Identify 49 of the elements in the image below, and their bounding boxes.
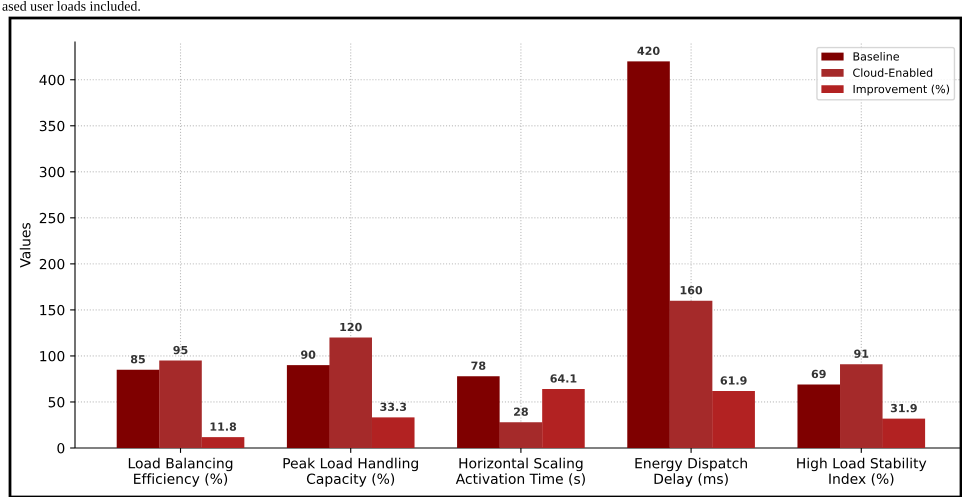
- data-label: 69: [812, 370, 826, 378]
- x-tick-label: Horizontal Scaling Activation Time (s): [456, 458, 585, 486]
- legend-label: Improvement (%): [854, 84, 950, 96]
- data-label: 11.8: [210, 422, 236, 431]
- bar: [627, 61, 670, 448]
- y-tick-label: 150: [40, 304, 64, 316]
- data-label: 420: [637, 46, 660, 56]
- y-tick-label: 100: [40, 350, 64, 362]
- x-tick-label: Energy Dispatch Delay (ms): [635, 458, 747, 487]
- bar: [882, 418, 926, 448]
- bar: [840, 364, 883, 448]
- data-label: 28: [514, 408, 528, 416]
- y-tick-label: 200: [40, 258, 64, 270]
- y-tick-label: 300: [40, 166, 64, 178]
- data-label: 33.3: [380, 402, 406, 412]
- y-tick-label: 50: [48, 396, 64, 408]
- bar: [797, 384, 840, 448]
- x-tick-label: Load Balancing Efficiency (%): [128, 458, 232, 487]
- bar: [542, 388, 585, 448]
- y-axis-title: Values: [20, 222, 31, 268]
- y-tick-label: 250: [40, 212, 64, 224]
- bar: [202, 437, 244, 448]
- data-label: 64.1: [550, 374, 576, 383]
- data-label: 91: [854, 350, 868, 358]
- bar: [372, 417, 415, 448]
- bar: [116, 370, 160, 448]
- x-tick-label: Peak Load Handling Capacity (%): [284, 458, 418, 487]
- bar: [286, 365, 330, 448]
- y-tick-label: 350: [40, 120, 64, 132]
- bar: [670, 300, 712, 448]
- data-label: 160: [680, 286, 702, 294]
- bar: [500, 422, 542, 448]
- legend-label: Cloud-Enabled: [853, 68, 932, 77]
- data-label: 85: [130, 355, 145, 364]
- text: ased user loads included.: [2, 1, 140, 11]
- x-tick-label: High Load Stability Index (%): [797, 458, 926, 486]
- bar: [712, 391, 755, 448]
- bar: [329, 338, 372, 448]
- data-label: 95: [173, 346, 188, 354]
- bar: [457, 376, 500, 448]
- data-label: 31.9: [890, 404, 917, 412]
- data-label: 61.9: [720, 376, 747, 385]
- y-tick-label: 400: [39, 74, 64, 86]
- data-label: 120: [340, 322, 362, 332]
- bar: [159, 360, 202, 448]
- data-label: 90: [301, 350, 316, 359]
- data-label: 78: [471, 361, 486, 370]
- y-tick-label: 0: [57, 442, 64, 454]
- legend-label: Baseline: [854, 52, 900, 61]
